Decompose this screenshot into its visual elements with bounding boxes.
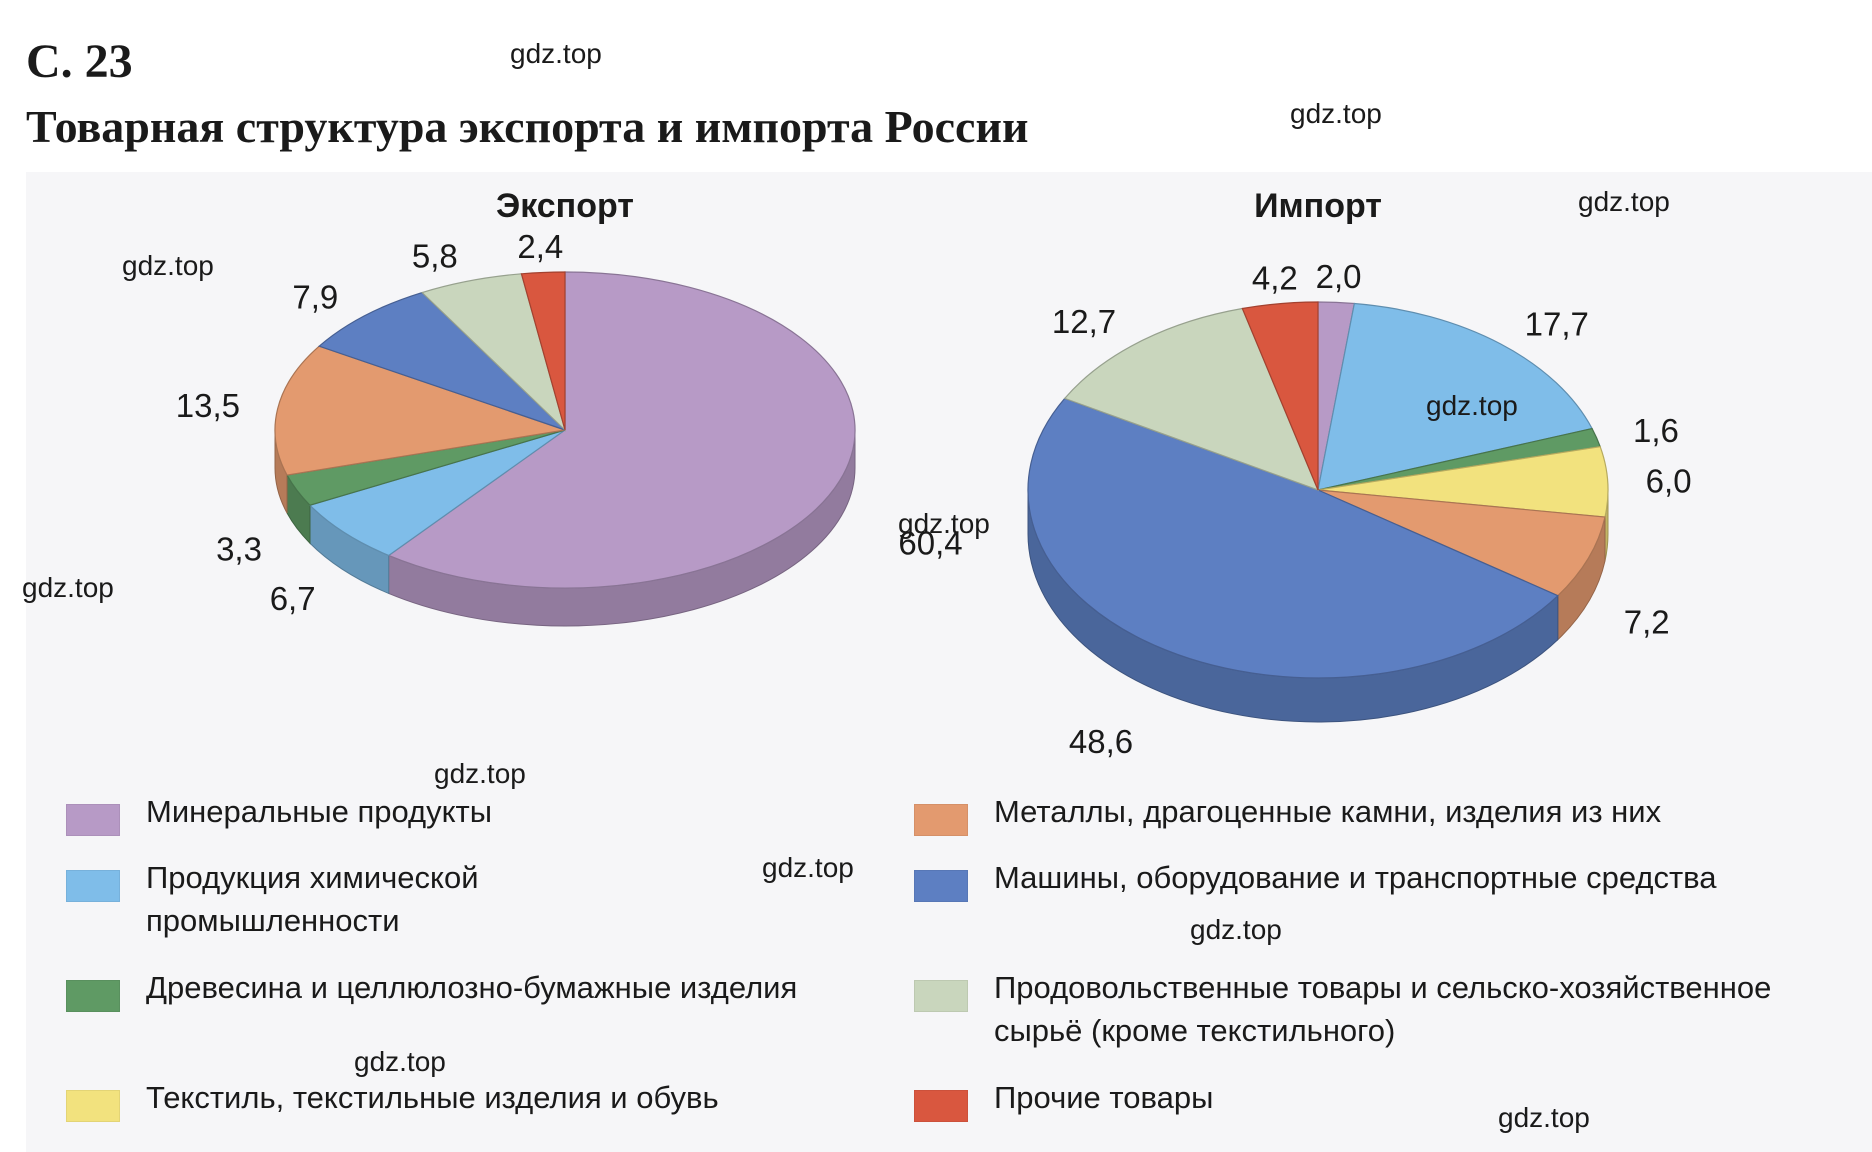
legend-item-metals: Металлы, драгоценные камни, изделия из н… bbox=[914, 790, 1846, 856]
pie-slice-mineral bbox=[387, 271, 856, 589]
watermark: gdz.top bbox=[1578, 186, 1670, 217]
legend-item-machines: Машины, оборудование и транспортные сред… bbox=[914, 856, 1846, 966]
legend-item-chemical: Продукция химической промышленности bbox=[66, 856, 914, 966]
value-label-chemical: 6,7 bbox=[270, 580, 316, 617]
watermark: gdz.top bbox=[1190, 914, 1282, 945]
value-label-other: 2,4 bbox=[517, 228, 563, 265]
legend-label: Металлы, драгоценные камни, изделия из н… bbox=[994, 794, 1662, 829]
legend-swatch bbox=[66, 1090, 120, 1122]
watermark: gdz.top bbox=[434, 758, 526, 789]
legend-label: Машины, оборудование и транспортные сред… bbox=[994, 860, 1717, 895]
pie-slice-machines bbox=[1027, 397, 1559, 679]
page-title: Товарная структура экспорта и импорта Ро… bbox=[26, 101, 1029, 152]
watermark: gdz.top bbox=[1498, 1102, 1590, 1133]
value-label-machines: 48,6 bbox=[1069, 723, 1133, 760]
pie-slice-metals bbox=[274, 345, 566, 476]
legend-label: Текстиль, текстильные изделия и обувь bbox=[146, 1080, 719, 1115]
legend-label: Прочие товары bbox=[994, 1080, 1214, 1115]
pie-charts: Экспорт 60,4 6,73,3 13,5 7,9 5,8 2,4 Импорт 2,0… bbox=[176, 187, 1692, 760]
watermark: gdz.top bbox=[22, 572, 114, 603]
value-label-mineral: 2,0 bbox=[1316, 258, 1362, 295]
page-label: С. 23 bbox=[26, 35, 133, 88]
watermark: gdz.top bbox=[762, 852, 854, 883]
pie-slice-metals bbox=[1317, 489, 1606, 597]
value-label-metals: 7,2 bbox=[1624, 604, 1670, 641]
legend-item-food: Продовольственные товары и сельско-хозяй… bbox=[914, 966, 1846, 1076]
pie-slice-other bbox=[520, 271, 566, 431]
watermark: gdz.top bbox=[510, 38, 602, 69]
legend-swatch bbox=[66, 980, 120, 1012]
legend-swatch bbox=[66, 804, 120, 836]
value-label-food: 12,7 bbox=[1052, 303, 1116, 340]
legend-item-other: Прочие товары bbox=[914, 1076, 1846, 1140]
export-pie-chart: Экспорт 60,4 6,73,3 13,5 7,9 5,8 2,4 bbox=[176, 187, 963, 627]
watermark: gdz.top bbox=[1426, 390, 1518, 421]
value-label-wood: 1,6 bbox=[1633, 412, 1679, 449]
legend: Минеральные продукты Металлы, драгоценны… bbox=[66, 790, 1846, 1140]
value-label-metals: 13,5 bbox=[176, 387, 240, 424]
legend-swatch bbox=[66, 870, 120, 902]
legend-label: Продукция химической промышленности bbox=[146, 860, 479, 938]
legend-label: Продовольственные товары и сельско-хозяй… bbox=[994, 970, 1772, 1048]
legend-label: Древесина и целлюлозно-бумажные изделия bbox=[146, 970, 798, 1005]
legend-item-wood: Древесина и целлюлозно-бумажные изделия bbox=[66, 966, 914, 1076]
legend-item-mineral: Минеральные продукты bbox=[66, 790, 914, 856]
value-label-textile: 6,0 bbox=[1646, 463, 1692, 500]
legend-item-textile: Текстиль, текстильные изделия и обувь bbox=[66, 1076, 914, 1140]
legend-swatch bbox=[914, 980, 968, 1012]
watermark: gdz.top bbox=[898, 508, 990, 539]
value-label-mineral: 60,4 bbox=[898, 525, 962, 562]
import-pie-chart: Импорт 2,0 17,7 1,6 6,0 7,2 48,6 12,7 4,2 bbox=[1027, 187, 1692, 760]
chart-title: Импорт bbox=[1254, 187, 1382, 225]
value-label-machines: 7,9 bbox=[292, 279, 338, 316]
legend-swatch bbox=[914, 870, 968, 902]
pie-slice-chemical bbox=[308, 429, 566, 557]
value-label-other: 4,2 bbox=[1252, 259, 1298, 296]
pie-slice-machines bbox=[317, 291, 566, 431]
watermark: gdz.top bbox=[122, 250, 214, 281]
chart-title: Экспорт bbox=[496, 187, 634, 225]
pie-slice-food bbox=[1063, 307, 1320, 492]
watermark: gdz.top bbox=[1290, 98, 1382, 129]
value-label-wood: 3,3 bbox=[216, 531, 262, 568]
legend-label: Минеральные продукты bbox=[146, 794, 493, 829]
watermark: gdz.top bbox=[354, 1046, 446, 1077]
pie-slice-other bbox=[1241, 301, 1319, 491]
value-label-chemical: 17,7 bbox=[1525, 305, 1589, 342]
value-label-food: 5,8 bbox=[412, 238, 458, 275]
legend-swatch bbox=[914, 804, 968, 836]
legend-swatch bbox=[914, 1090, 968, 1122]
